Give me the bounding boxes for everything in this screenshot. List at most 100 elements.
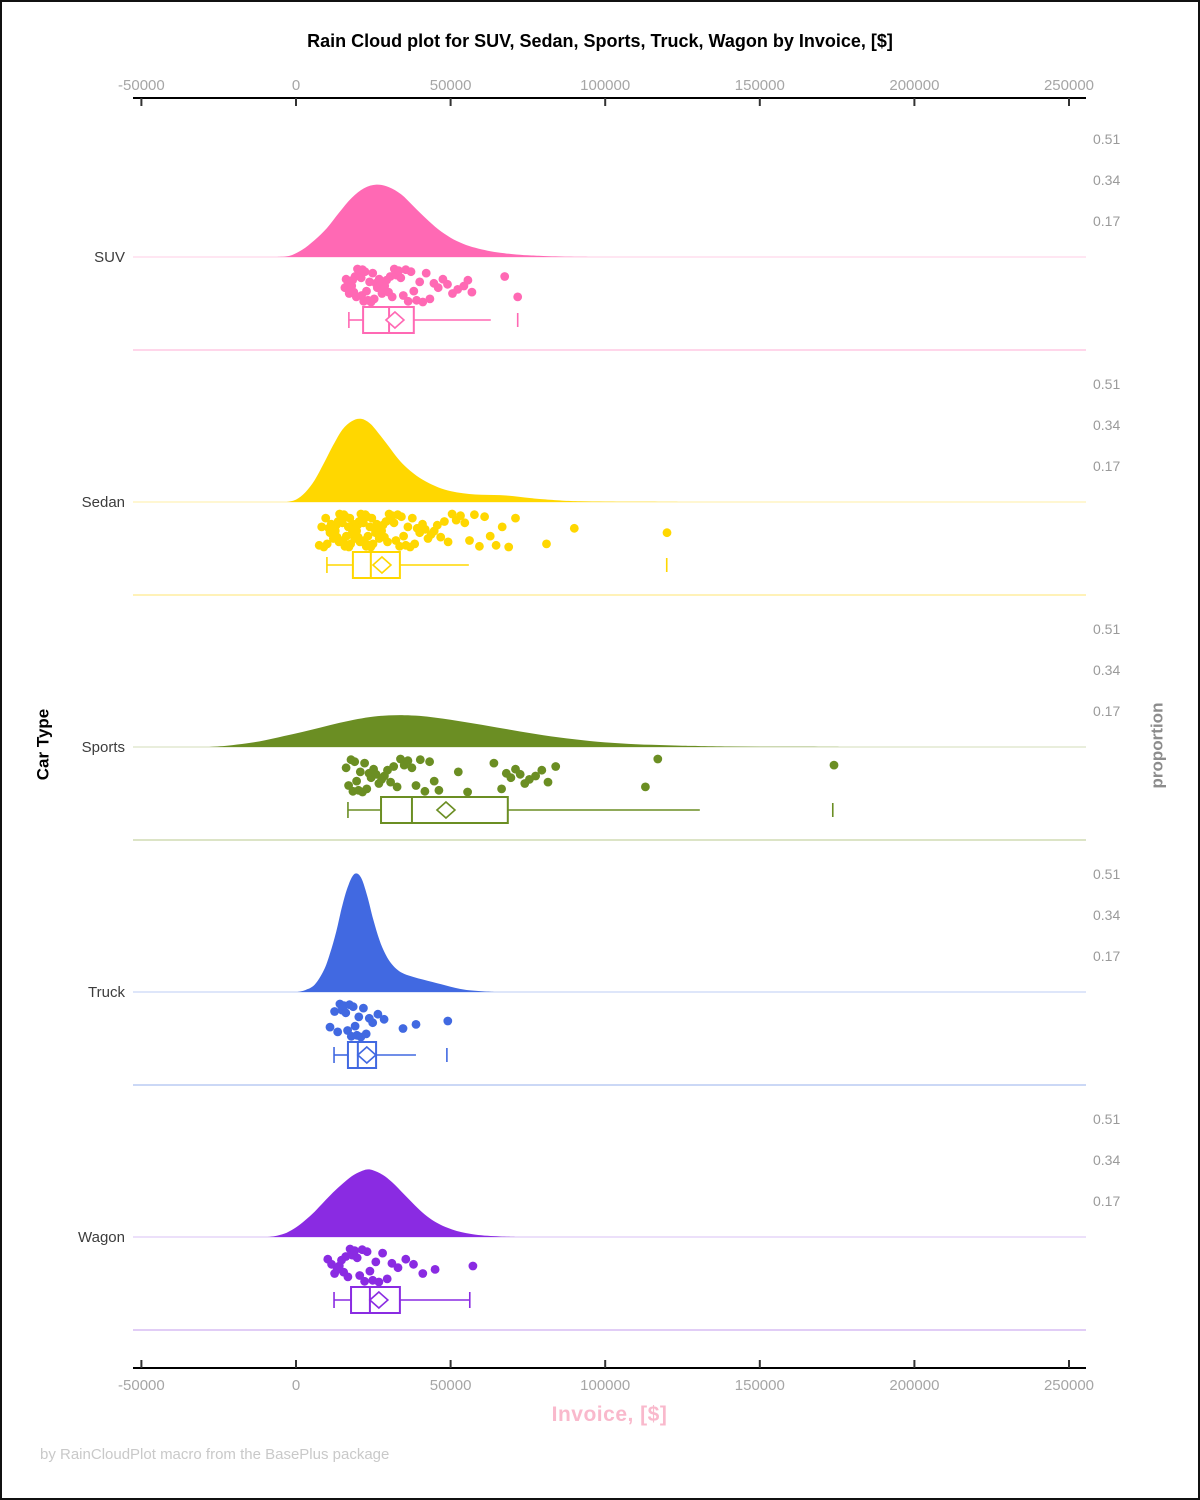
rain-point	[360, 758, 369, 768]
density-area-sports	[209, 715, 847, 747]
rain-point	[436, 532, 446, 542]
rain-point	[468, 1261, 478, 1271]
rain-point	[341, 763, 351, 773]
mean-diamond	[384, 310, 406, 330]
rain-point	[456, 511, 465, 521]
rain-point	[403, 522, 413, 532]
rain-point	[463, 787, 472, 797]
box-plot-sports	[347, 796, 834, 824]
top-axis-tick-label: 100000	[580, 77, 630, 94]
rain-point	[367, 513, 377, 523]
rain-point	[398, 291, 408, 300]
rain-point	[418, 1269, 428, 1278]
rain-point	[360, 1276, 369, 1286]
rain-point	[551, 762, 561, 771]
rain-point	[368, 1018, 378, 1028]
top-axis-tick-label: 50000	[430, 77, 472, 94]
rain-point	[543, 777, 553, 787]
category-label-suv: SUV	[94, 249, 125, 266]
rain-point	[389, 518, 399, 528]
rain-points-suv	[340, 264, 523, 307]
rain-point	[432, 520, 442, 530]
top-axis-tick-label: 250000	[1044, 77, 1094, 94]
rain-point	[465, 536, 474, 545]
rain-point	[361, 1029, 371, 1039]
rain-point	[421, 268, 431, 278]
rain-point	[348, 1002, 358, 1012]
mean-diamond	[368, 1290, 390, 1310]
group-sports: 0.51 0.34 0.17 Sports	[82, 621, 1120, 841]
rain-point	[420, 786, 430, 796]
rain-point	[368, 539, 378, 549]
density-area-suv	[277, 184, 590, 257]
proportion-tick-label: 0.17	[1093, 458, 1120, 474]
proportion-tick-label: 0.51	[1093, 621, 1120, 637]
rain-point	[537, 765, 547, 775]
rain-point	[443, 537, 453, 547]
rain-point	[397, 512, 406, 522]
rain-point	[378, 1248, 387, 1258]
box-rect	[350, 1286, 401, 1314]
mean-diamond	[356, 1045, 378, 1065]
bottom-axis-tick-label: -50000	[118, 1377, 165, 1394]
rain-point	[369, 294, 379, 304]
mean-diamond	[371, 555, 393, 575]
rain-point	[387, 1258, 397, 1268]
rain-point	[371, 1257, 381, 1267]
rain-point	[354, 1012, 364, 1022]
rain-point	[467, 287, 477, 297]
density-area-truck	[297, 873, 494, 992]
proportion-tick-label: 0.34	[1093, 417, 1120, 433]
bottom-axis-tick-label: 150000	[735, 1377, 785, 1394]
rain-point	[662, 528, 672, 538]
rain-point	[373, 1009, 383, 1019]
rain-point	[511, 513, 520, 523]
box-plot-truck	[333, 1041, 448, 1069]
rain-point	[396, 273, 406, 283]
x-axis-title: Invoice, [$]	[551, 1403, 668, 1426]
rain-points-sedan	[314, 509, 672, 552]
footer-credit: by RainCloudPlot macro from the BasePlus…	[40, 1446, 390, 1463]
rain-point	[355, 767, 365, 777]
rain-point	[513, 292, 523, 302]
proportion-tick-label: 0.51	[1093, 376, 1120, 392]
rain-point	[829, 760, 839, 770]
rain-point	[415, 755, 425, 765]
rain-point	[382, 1274, 392, 1284]
rain-point	[374, 1277, 384, 1287]
rain-point	[352, 776, 361, 786]
rain-point	[352, 1253, 362, 1263]
rain-point	[355, 1271, 365, 1280]
rain-point	[475, 541, 484, 551]
rain-point	[485, 531, 495, 541]
proportion-tick-label: 0.34	[1093, 172, 1120, 188]
proportion-tick-label: 0.51	[1093, 131, 1120, 147]
rain-point	[392, 782, 402, 792]
rain-point	[470, 510, 479, 520]
rain-point	[430, 1265, 440, 1274]
proportion-tick-label: 0.51	[1093, 866, 1120, 882]
rain-point	[433, 283, 443, 293]
rain-point	[363, 531, 373, 541]
rain-point	[411, 781, 421, 790]
category-label-wagon: Wagon	[78, 1229, 125, 1246]
rain-point	[399, 531, 408, 541]
rain-point	[406, 267, 416, 277]
rain-point	[401, 1254, 411, 1264]
top-axis-tick-label: 200000	[889, 77, 939, 94]
rain-point	[489, 758, 499, 768]
rain-point	[460, 518, 470, 528]
rain-point	[407, 763, 417, 773]
rain-points-wagon	[323, 1244, 478, 1287]
rain-point	[429, 776, 439, 786]
proportion-tick-label: 0.17	[1093, 703, 1120, 719]
box-plot-wagon	[333, 1286, 471, 1314]
rain-point	[425, 757, 434, 767]
box-rect	[351, 551, 401, 579]
group-wagon: 0.51 0.34 0.17 Wagon	[78, 1111, 1120, 1331]
category-label-truck: Truck	[88, 984, 125, 1001]
rain-point	[360, 267, 370, 277]
